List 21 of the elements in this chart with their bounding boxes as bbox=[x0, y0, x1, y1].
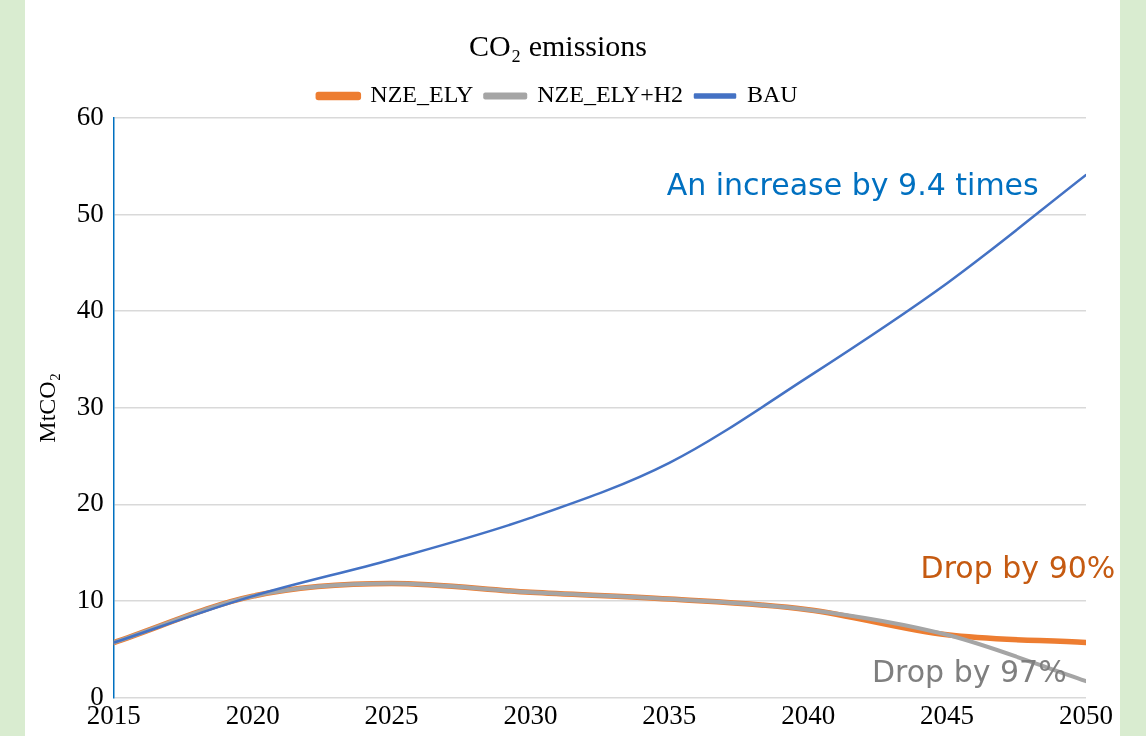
x-tick-label: 2020 bbox=[225, 699, 280, 730]
y-tick-label: 30 bbox=[76, 390, 104, 421]
y-tick-label: 40 bbox=[76, 294, 104, 325]
y-tick-label: 20 bbox=[76, 487, 104, 518]
legend-label: NZE_ELY+H2 bbox=[537, 81, 684, 108]
y-tick-label: 10 bbox=[76, 584, 104, 615]
annotation: Drop by 90% bbox=[920, 549, 1116, 585]
annotation: An increase by 9.4 times bbox=[666, 167, 1039, 203]
x-tick-label: 2035 bbox=[642, 699, 697, 730]
y-axis-title: MtCO₂ bbox=[33, 372, 60, 443]
annotation: Drop by 97% bbox=[871, 654, 1067, 690]
chart-title: CO₂ emissions bbox=[469, 28, 647, 62]
x-tick-label: 2040 bbox=[781, 699, 836, 730]
x-tick-label: 2030 bbox=[503, 699, 558, 730]
y-tick-label: 60 bbox=[76, 101, 104, 132]
legend-label: BAU bbox=[747, 81, 798, 108]
y-tick-label: 50 bbox=[76, 197, 104, 228]
x-tick-label: 2025 bbox=[364, 699, 419, 730]
x-tick-label: 2045 bbox=[920, 699, 975, 730]
x-tick-label: 2050 bbox=[1059, 699, 1113, 730]
legend-label: NZE_ELY bbox=[370, 81, 474, 108]
